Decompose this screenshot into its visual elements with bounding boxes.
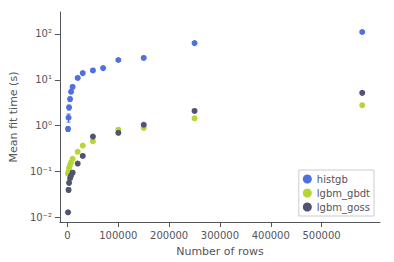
svg-text:0: 0 xyxy=(64,230,70,241)
svg-text:10²: 10² xyxy=(35,28,52,39)
svg-text:500000: 500000 xyxy=(302,230,340,241)
svg-text:Number of rows: Number of rows xyxy=(176,245,264,258)
svg-text:300000: 300000 xyxy=(201,230,239,241)
svg-text:10¹: 10¹ xyxy=(35,74,52,85)
svg-text:lgbm_gbdt: lgbm_gbdt xyxy=(317,188,370,200)
svg-text:100000: 100000 xyxy=(99,230,137,241)
svg-text:10⁻²: 10⁻² xyxy=(30,212,52,223)
svg-text:200000: 200000 xyxy=(150,230,188,241)
svg-text:Mean fit time (s): Mean fit time (s) xyxy=(7,72,20,163)
svg-text:histgb: histgb xyxy=(317,174,348,185)
svg-text:lgbm_goss: lgbm_goss xyxy=(317,202,370,214)
svg-text:10⁻¹: 10⁻¹ xyxy=(30,166,52,177)
svg-text:10⁰: 10⁰ xyxy=(35,120,52,131)
svg-text:400000: 400000 xyxy=(252,230,290,241)
